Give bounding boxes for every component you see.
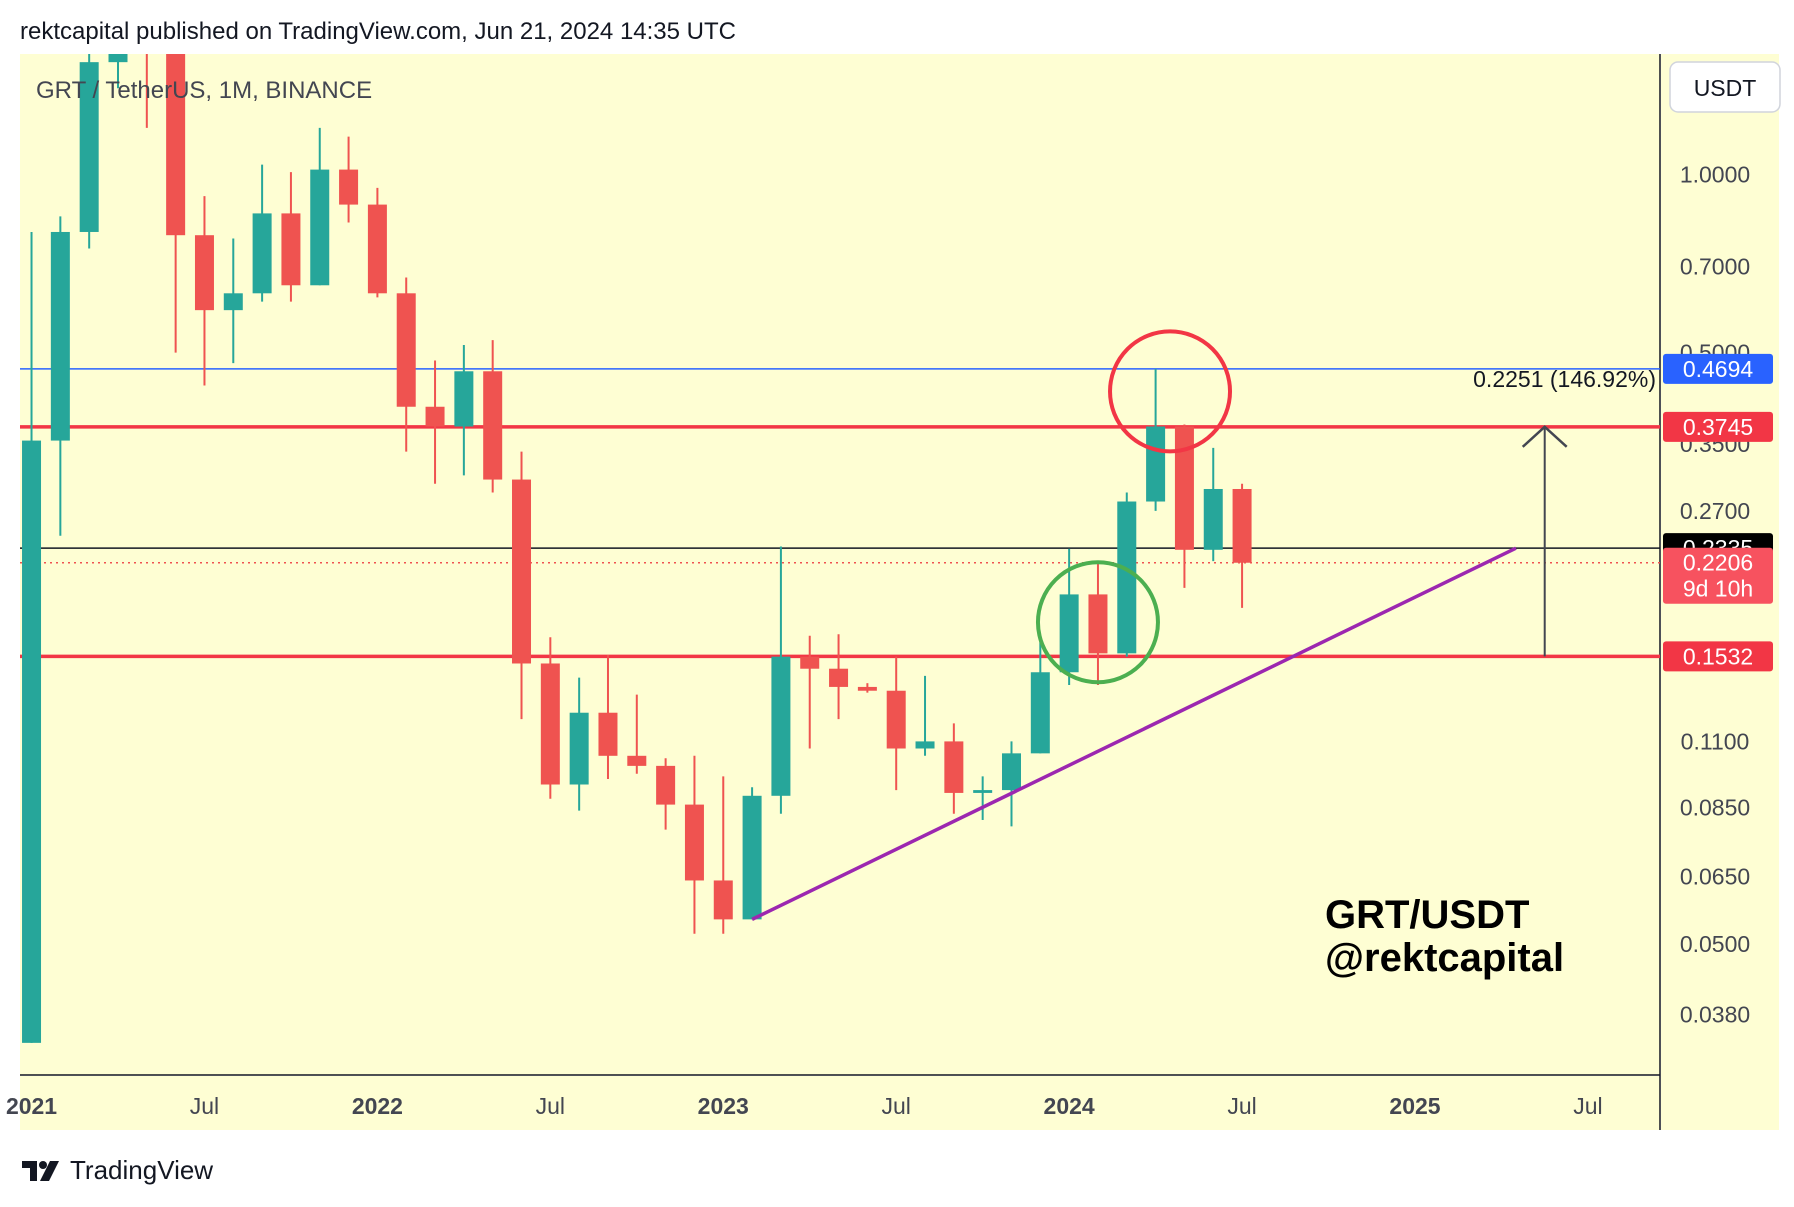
support-price-label: 0.1532 (1683, 643, 1753, 669)
candle-body (1146, 426, 1166, 502)
candle-body (569, 712, 589, 785)
candle-body (1232, 488, 1252, 563)
candle-body (512, 479, 532, 664)
watermark-line: @rektcapital (1325, 936, 1564, 980)
time-tick-label: 2022 (352, 1093, 403, 1119)
time-tick-label: 2024 (1044, 1093, 1095, 1119)
candle-body (915, 741, 935, 749)
candle-body (829, 668, 849, 687)
candle-body (771, 656, 791, 796)
candle-body (137, 38, 156, 54)
candle-body (540, 663, 560, 785)
candle-body (79, 62, 99, 232)
high-level-price-box (1663, 353, 1773, 384)
candle-body (944, 741, 964, 793)
candle-body (281, 213, 301, 286)
publisher-line: rektcapital published on TradingView.com… (20, 18, 736, 45)
currency-button (1669, 61, 1781, 113)
price-tick-label: 0.0380 (1680, 1001, 1750, 1027)
candle-body (973, 790, 993, 793)
last-price-countdown-label: 9d 10h (1683, 576, 1753, 602)
candle-body (742, 795, 762, 920)
time-tick-label: Jul (882, 1093, 911, 1119)
time-tick-label: Jul (536, 1093, 565, 1119)
candle-body (425, 406, 445, 427)
candle-body (1203, 488, 1223, 550)
candle-body (1117, 501, 1137, 654)
candle-body (800, 656, 820, 669)
candle-body (1059, 594, 1079, 673)
price-tick-label: 1.0000 (1680, 162, 1750, 188)
ascending-trendline (751, 546, 1517, 921)
candle-body (656, 765, 676, 805)
tradingview-footer[interactable]: TradingView (20, 1155, 213, 1186)
candle-body (454, 371, 474, 427)
candle-body (22, 440, 42, 1043)
time-tick-label: Jul (1573, 1093, 1602, 1119)
candle-body (483, 371, 503, 480)
measure-label: 0.2251 (146.92%) (1473, 366, 1656, 392)
candle-body (1030, 672, 1050, 754)
time-tick-label: 2021 (6, 1093, 57, 1119)
candle-body (50, 231, 70, 441)
time-axis (20, 1076, 1660, 1130)
candle-body (627, 755, 647, 766)
time-tick-label: 2025 (1389, 1093, 1440, 1119)
symbol-title: GRT / TetherUS, 1M, BINANCE (36, 77, 372, 104)
time-tick-label: Jul (1227, 1093, 1256, 1119)
candle-body (108, 54, 128, 63)
tradingview-brand: TradingView (70, 1155, 214, 1185)
candle-body (713, 880, 733, 920)
last-price-price-box (1663, 547, 1773, 604)
green-circle (1035, 560, 1160, 685)
candle-body (1174, 426, 1194, 550)
price-tick-label: 0.7000 (1680, 253, 1750, 279)
candle-body (367, 204, 387, 294)
time-tick-label: 2023 (698, 1093, 749, 1119)
candle-body (1088, 594, 1108, 654)
price-tick-label: 0.0850 (1680, 795, 1750, 821)
price-tick-label: 0.2700 (1680, 498, 1750, 524)
red-circle (1108, 329, 1233, 454)
time-tick-label: Jul (190, 1093, 219, 1119)
candle-body (598, 712, 618, 756)
candle-body (252, 213, 272, 294)
resistance-price-box (1663, 411, 1773, 442)
tradingview-logo-icon (22, 1160, 59, 1181)
candle-body (684, 804, 704, 881)
price-tick-label: 0.1100 (1681, 728, 1750, 754)
candle-body (857, 686, 877, 691)
candle-body (1001, 753, 1021, 791)
watermark-line: GRT/USDT (1325, 893, 1529, 937)
candle-body (886, 690, 906, 749)
candle-body (310, 169, 330, 286)
plot-layer (20, 38, 1660, 1043)
last-price-price-label: 0.2206 (1683, 550, 1753, 576)
measure-arrowhead (1521, 425, 1568, 448)
candle-body (194, 235, 214, 311)
candle-body (166, 54, 186, 236)
candle-body (223, 293, 243, 311)
candle-body (396, 293, 416, 407)
support-price-box (1663, 641, 1773, 672)
high-level-price-label: 0.4694 (1683, 356, 1754, 382)
resistance-price-label: 0.3745 (1683, 414, 1753, 440)
currency-button-label: USDT (1694, 75, 1757, 101)
price-tick-label: 0.0650 (1680, 863, 1750, 889)
price-tick-label: 0.0500 (1680, 931, 1750, 957)
candle-body (339, 169, 359, 205)
